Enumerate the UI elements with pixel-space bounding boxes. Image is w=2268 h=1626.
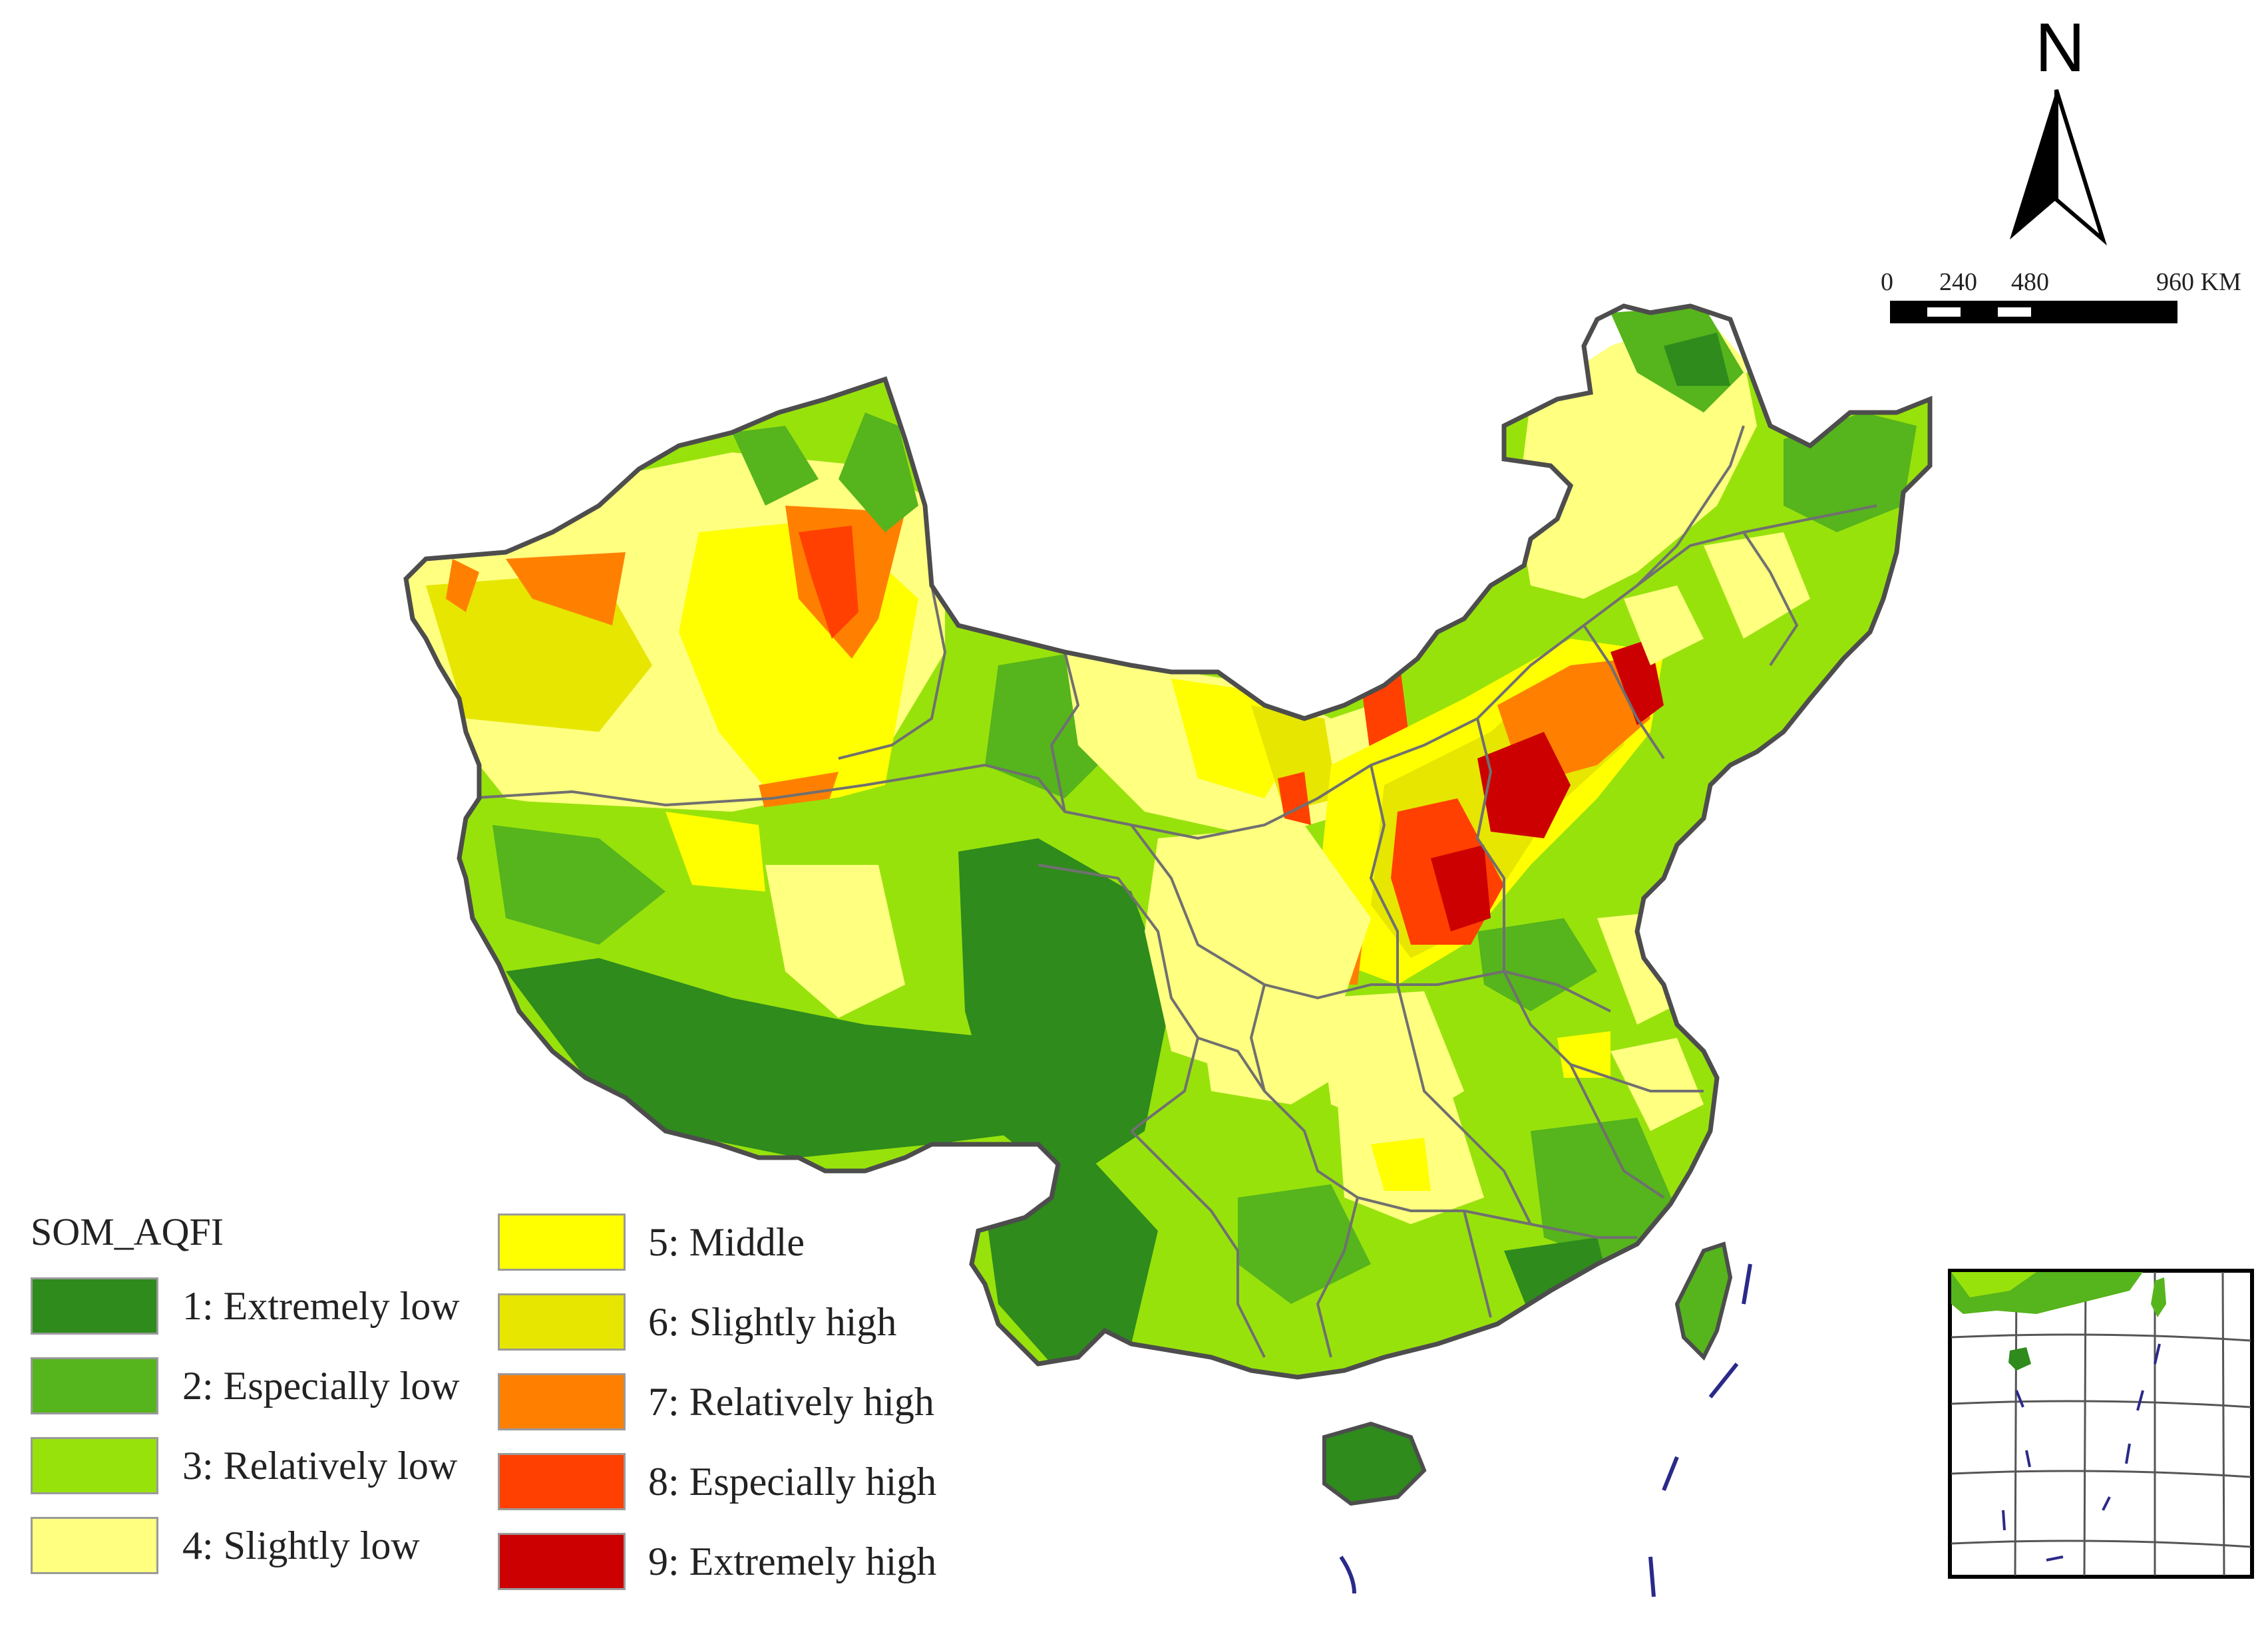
- taiwan-island: [1674, 1241, 1733, 1361]
- legend-label-6: 6: Slightly high: [648, 1300, 897, 1344]
- province-boundaries: [465, 425, 1877, 1358]
- legend-swatch-6: [498, 1293, 626, 1351]
- legend-swatch-3: [31, 1437, 158, 1494]
- legend-label-5: 5: Middle: [648, 1220, 805, 1264]
- legend-swatch-8: [498, 1453, 626, 1510]
- legend-label-4: 4: Slightly low: [182, 1524, 420, 1567]
- legend-label-7: 7: Relatively high: [648, 1380, 934, 1424]
- choropleth-surface: [406, 306, 1930, 1377]
- scale-tick-0: 0: [1881, 268, 1893, 296]
- scale-bar: [1890, 301, 2177, 323]
- scale-tick-480: 480: [2011, 268, 2049, 296]
- legend-label-9: 9: Extremely high: [648, 1540, 937, 1583]
- legend-swatch-4: [31, 1517, 158, 1574]
- legend-swatch-5: [498, 1214, 626, 1271]
- legend-label-2: 2: Especially low: [182, 1364, 460, 1408]
- legend-label-8: 8: Especially high: [648, 1460, 937, 1504]
- legend-swatch-1: [31, 1277, 158, 1335]
- legend-swatch-2: [31, 1357, 158, 1414]
- legend-title: SOM_AQFI: [31, 1210, 224, 1253]
- inset-map: [1948, 1269, 2254, 1579]
- legend-swatch-7: [498, 1373, 626, 1430]
- scale-tick-240: 240: [1939, 268, 1977, 296]
- north-arrow-label: N: [2035, 9, 2086, 86]
- maritime-boundary-dashes: [1339, 1263, 1752, 1597]
- legend-label-3: 3: Relatively low: [182, 1444, 458, 1488]
- legend-swatch-9: [498, 1533, 626, 1590]
- scale-tick-960: 960 KM: [2156, 268, 2241, 296]
- china-outline: [403, 303, 1933, 1380]
- legend-label-1: 1: Extremely low: [182, 1284, 460, 1328]
- hainan-island: [1322, 1421, 1427, 1506]
- north-arrow-shape: [2010, 89, 2107, 246]
